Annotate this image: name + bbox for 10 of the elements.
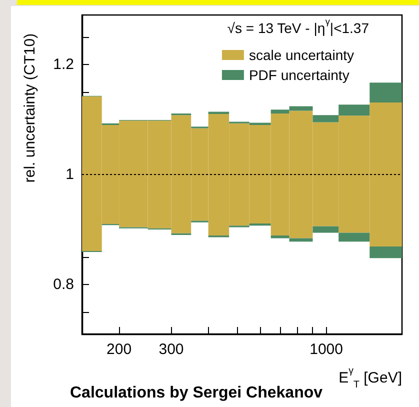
y-axis-title: rel. uncertainty (CT10) bbox=[22, 33, 38, 183]
x-tick-label: 1000 bbox=[310, 341, 343, 358]
text: Calculations by Sergei Chekanov bbox=[70, 384, 323, 402]
legend-label: scale uncertainty bbox=[248, 47, 354, 63]
y-tick-label: 0.8 bbox=[53, 276, 74, 293]
y-tick-label: 1.2 bbox=[53, 56, 74, 73]
x-tick-label: 300 bbox=[158, 341, 184, 358]
x-tick-label: 200 bbox=[106, 341, 132, 358]
y-tick-label: 1 bbox=[66, 166, 74, 183]
legend-label: PDF uncertainty bbox=[248, 67, 350, 83]
